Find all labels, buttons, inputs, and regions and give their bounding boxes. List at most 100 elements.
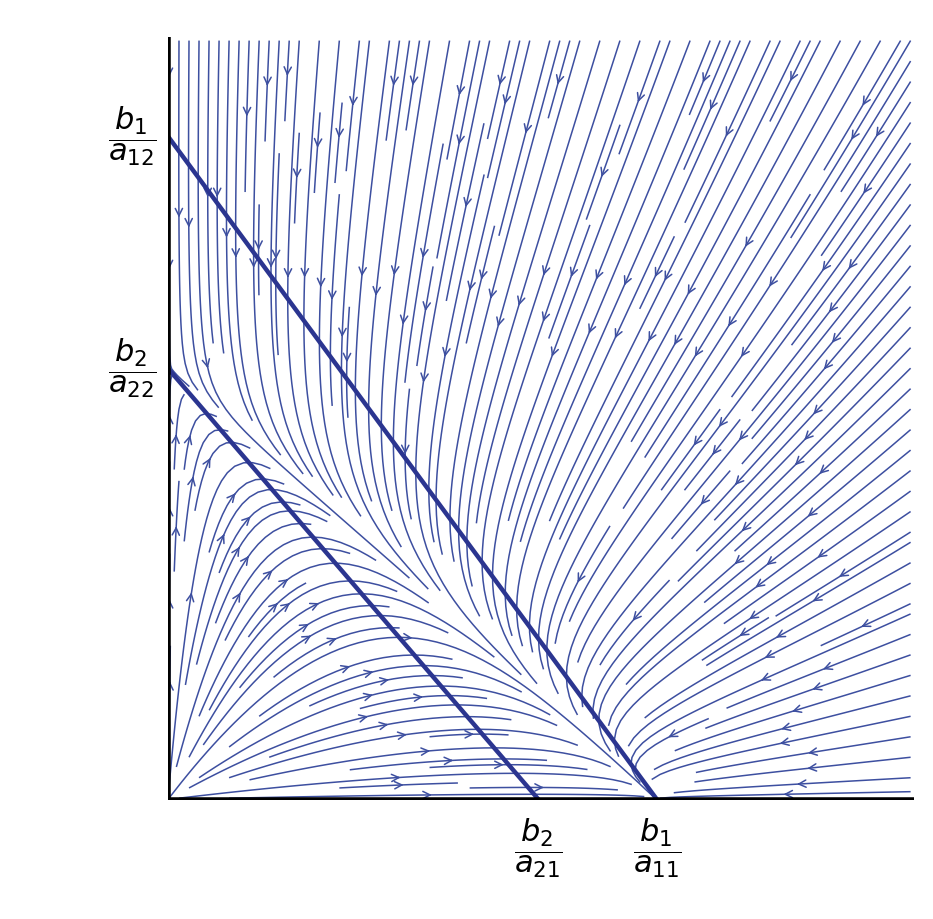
FancyArrowPatch shape (810, 748, 817, 755)
FancyArrowPatch shape (727, 127, 733, 135)
FancyArrowPatch shape (571, 267, 578, 276)
FancyArrowPatch shape (596, 270, 603, 278)
FancyArrowPatch shape (358, 715, 367, 722)
FancyArrowPatch shape (339, 328, 346, 335)
FancyArrowPatch shape (814, 683, 822, 690)
FancyArrowPatch shape (689, 285, 695, 293)
FancyArrowPatch shape (173, 528, 179, 535)
FancyArrowPatch shape (242, 517, 250, 526)
Text: $\dfrac{b_1}{a_{12}}$: $\dfrac{b_1}{a_{12}}$ (108, 105, 157, 168)
FancyArrowPatch shape (852, 130, 859, 139)
FancyArrowPatch shape (665, 271, 672, 279)
FancyArrowPatch shape (710, 100, 717, 108)
FancyArrowPatch shape (263, 572, 272, 579)
FancyArrowPatch shape (250, 259, 258, 267)
FancyArrowPatch shape (172, 436, 179, 443)
FancyArrowPatch shape (535, 784, 542, 791)
FancyArrowPatch shape (264, 77, 272, 85)
FancyArrowPatch shape (656, 267, 662, 276)
FancyArrowPatch shape (350, 96, 357, 105)
FancyArrowPatch shape (777, 630, 786, 637)
FancyArrowPatch shape (783, 723, 790, 731)
FancyArrowPatch shape (794, 706, 801, 712)
FancyArrowPatch shape (165, 508, 173, 516)
FancyArrowPatch shape (796, 457, 804, 464)
FancyArrowPatch shape (498, 75, 505, 84)
FancyArrowPatch shape (805, 431, 813, 439)
FancyArrowPatch shape (696, 347, 703, 356)
FancyArrowPatch shape (809, 508, 817, 516)
FancyArrowPatch shape (814, 594, 822, 600)
FancyArrowPatch shape (269, 604, 277, 612)
FancyArrowPatch shape (740, 431, 747, 439)
FancyArrowPatch shape (343, 353, 351, 361)
FancyArrowPatch shape (413, 694, 422, 701)
FancyArrowPatch shape (729, 317, 736, 325)
FancyArrowPatch shape (336, 129, 343, 136)
FancyArrowPatch shape (166, 683, 174, 690)
FancyArrowPatch shape (279, 580, 287, 587)
FancyArrowPatch shape (864, 184, 871, 192)
FancyArrowPatch shape (327, 639, 335, 645)
FancyArrowPatch shape (397, 732, 405, 739)
FancyArrowPatch shape (743, 523, 751, 530)
FancyArrowPatch shape (825, 663, 833, 669)
FancyArrowPatch shape (815, 405, 822, 414)
FancyArrowPatch shape (379, 722, 387, 730)
FancyArrowPatch shape (702, 495, 709, 504)
FancyArrowPatch shape (285, 268, 292, 276)
FancyArrowPatch shape (551, 347, 558, 356)
FancyArrowPatch shape (465, 731, 472, 738)
FancyArrowPatch shape (770, 277, 777, 285)
FancyArrowPatch shape (518, 296, 524, 304)
FancyArrowPatch shape (359, 267, 367, 275)
FancyArrowPatch shape (391, 775, 399, 781)
FancyArrowPatch shape (464, 198, 471, 206)
FancyArrowPatch shape (468, 281, 475, 289)
FancyArrowPatch shape (457, 85, 465, 94)
FancyArrowPatch shape (524, 124, 532, 131)
FancyArrowPatch shape (877, 128, 884, 136)
FancyArrowPatch shape (223, 229, 230, 236)
Text: $\dfrac{b_2}{a_{22}}$: $\dfrac{b_2}{a_{22}}$ (108, 336, 157, 401)
FancyArrowPatch shape (457, 135, 464, 143)
FancyArrowPatch shape (791, 72, 798, 80)
FancyArrowPatch shape (809, 764, 816, 771)
FancyArrowPatch shape (746, 237, 753, 245)
FancyArrowPatch shape (825, 360, 832, 369)
FancyArrowPatch shape (841, 569, 848, 576)
FancyArrowPatch shape (768, 557, 775, 564)
FancyArrowPatch shape (862, 619, 870, 627)
FancyArrowPatch shape (637, 93, 645, 101)
FancyArrowPatch shape (373, 287, 381, 294)
FancyArrowPatch shape (185, 437, 191, 445)
FancyArrowPatch shape (443, 347, 450, 356)
Text: $\dfrac{b_2}{a_{21}}$: $\dfrac{b_2}{a_{21}}$ (514, 816, 563, 880)
FancyArrowPatch shape (757, 579, 765, 586)
FancyArrowPatch shape (670, 730, 678, 737)
FancyArrowPatch shape (285, 67, 291, 74)
FancyArrowPatch shape (766, 651, 774, 657)
FancyArrowPatch shape (785, 790, 792, 798)
FancyArrowPatch shape (736, 556, 744, 563)
FancyArrowPatch shape (401, 445, 409, 453)
FancyArrowPatch shape (255, 241, 262, 248)
FancyArrowPatch shape (294, 169, 300, 176)
FancyArrowPatch shape (736, 476, 744, 484)
FancyArrowPatch shape (317, 278, 325, 286)
FancyArrowPatch shape (214, 188, 221, 196)
FancyArrowPatch shape (233, 594, 240, 602)
FancyArrowPatch shape (395, 782, 402, 789)
FancyArrowPatch shape (497, 317, 504, 325)
FancyArrowPatch shape (380, 677, 387, 685)
FancyArrowPatch shape (227, 494, 234, 503)
FancyArrowPatch shape (363, 694, 371, 700)
FancyArrowPatch shape (232, 249, 240, 256)
FancyArrowPatch shape (188, 478, 195, 486)
FancyArrowPatch shape (244, 108, 251, 115)
FancyArrowPatch shape (165, 68, 173, 75)
FancyArrowPatch shape (503, 95, 510, 103)
FancyArrowPatch shape (364, 670, 372, 677)
FancyArrowPatch shape (820, 465, 829, 473)
Text: $\dfrac{b_1}{a_{11}}$: $\dfrac{b_1}{a_{11}}$ (633, 816, 681, 880)
